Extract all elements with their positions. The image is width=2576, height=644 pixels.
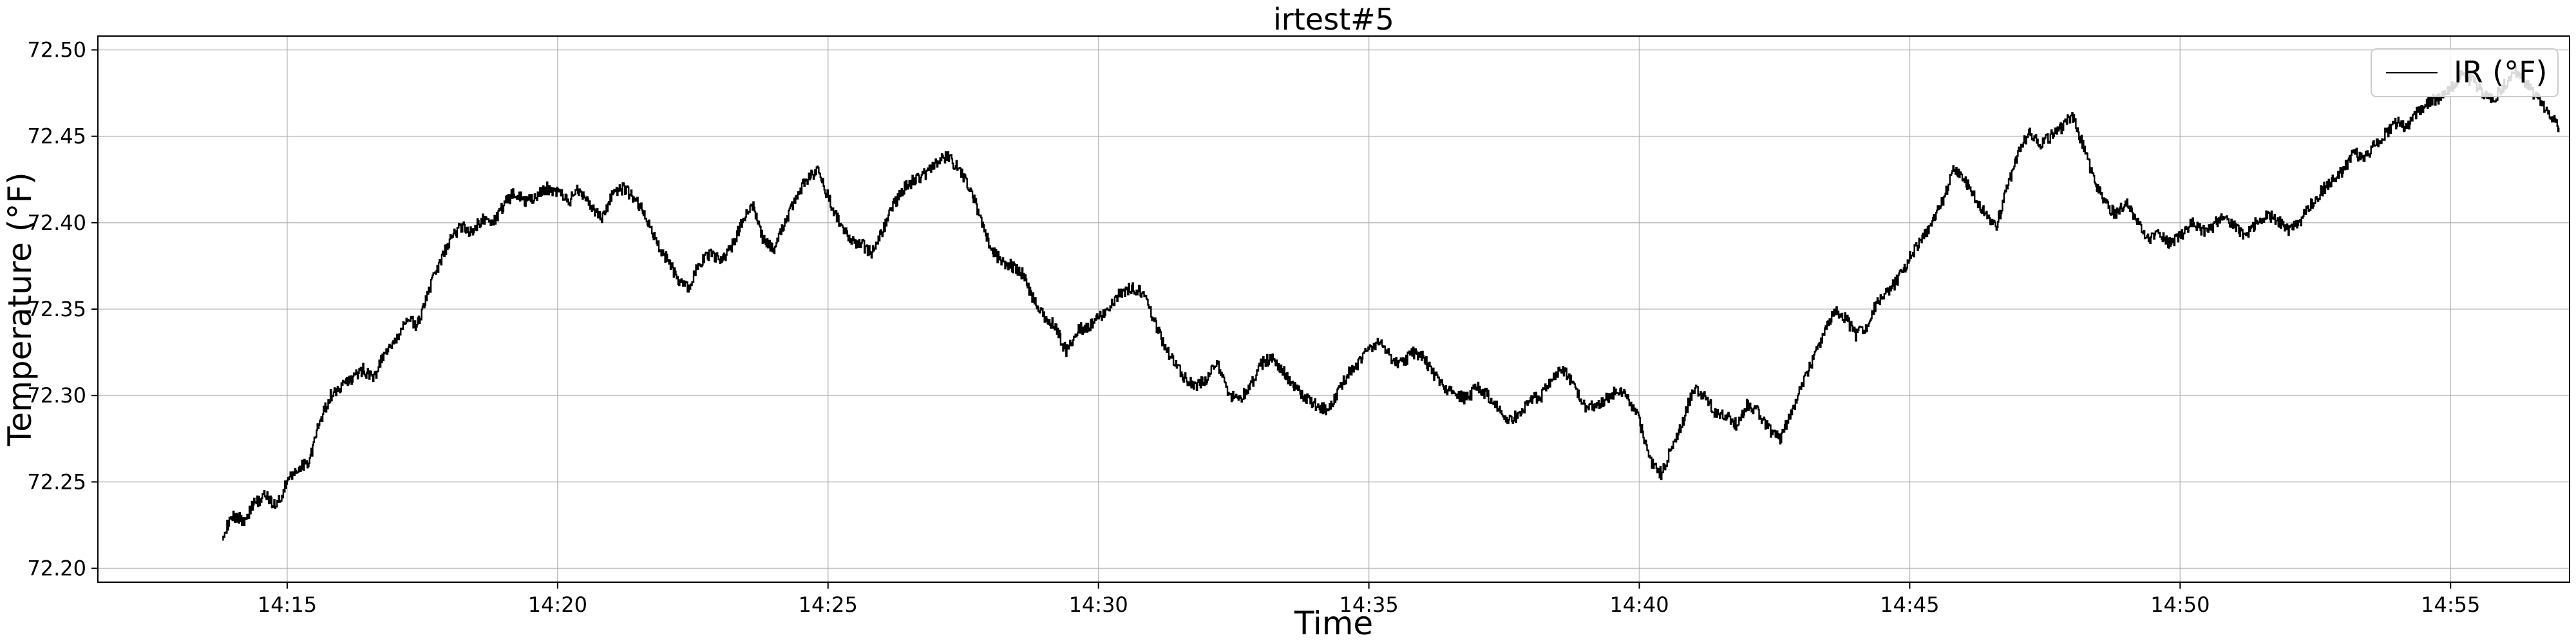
series-layer <box>222 66 2560 541</box>
legend: IR (°F) <box>2371 48 2559 97</box>
y-tick-label: 72.50 <box>27 37 86 62</box>
x-tick-label: 14:30 <box>1069 592 1128 617</box>
x-axis-label: Time <box>1294 605 1373 642</box>
y-tick-label: 72.25 <box>27 469 86 494</box>
x-tick-label: 14:40 <box>1609 592 1669 617</box>
grid-lines <box>98 36 2570 582</box>
x-tick-label: 14:35 <box>1339 592 1398 617</box>
chart-title: irtest#5 <box>1273 2 1394 37</box>
x-tick-label: 14:15 <box>258 592 317 617</box>
x-tick-label: 14:55 <box>2421 592 2480 617</box>
y-tick-label: 72.20 <box>27 556 86 581</box>
y-axis-ticks: 72.20 72.25 72.30 72.35 72.40 72.45 72.50 <box>27 37 98 581</box>
y-axis-label: Temperature (°F) <box>1 172 39 446</box>
y-tick-label: 72.40 <box>27 211 86 235</box>
x-tick-label: 14:45 <box>1880 592 1939 617</box>
x-tick-label: 14:50 <box>2150 592 2210 617</box>
x-axis-ticks: 14:15 14:20 14:25 14:30 14:35 14:40 14:45 14:50… <box>258 582 2480 617</box>
series-line-0 <box>222 66 2560 541</box>
y-tick-label: 72.30 <box>27 383 86 408</box>
x-tick-label: 14:25 <box>799 592 858 617</box>
legend-box <box>2371 48 2559 97</box>
x-tick-label: 14:20 <box>528 592 587 617</box>
y-tick-label: 72.45 <box>27 124 86 149</box>
legend-label: IR (°F) <box>2454 55 2548 90</box>
y-tick-label: 72.35 <box>27 297 86 321</box>
